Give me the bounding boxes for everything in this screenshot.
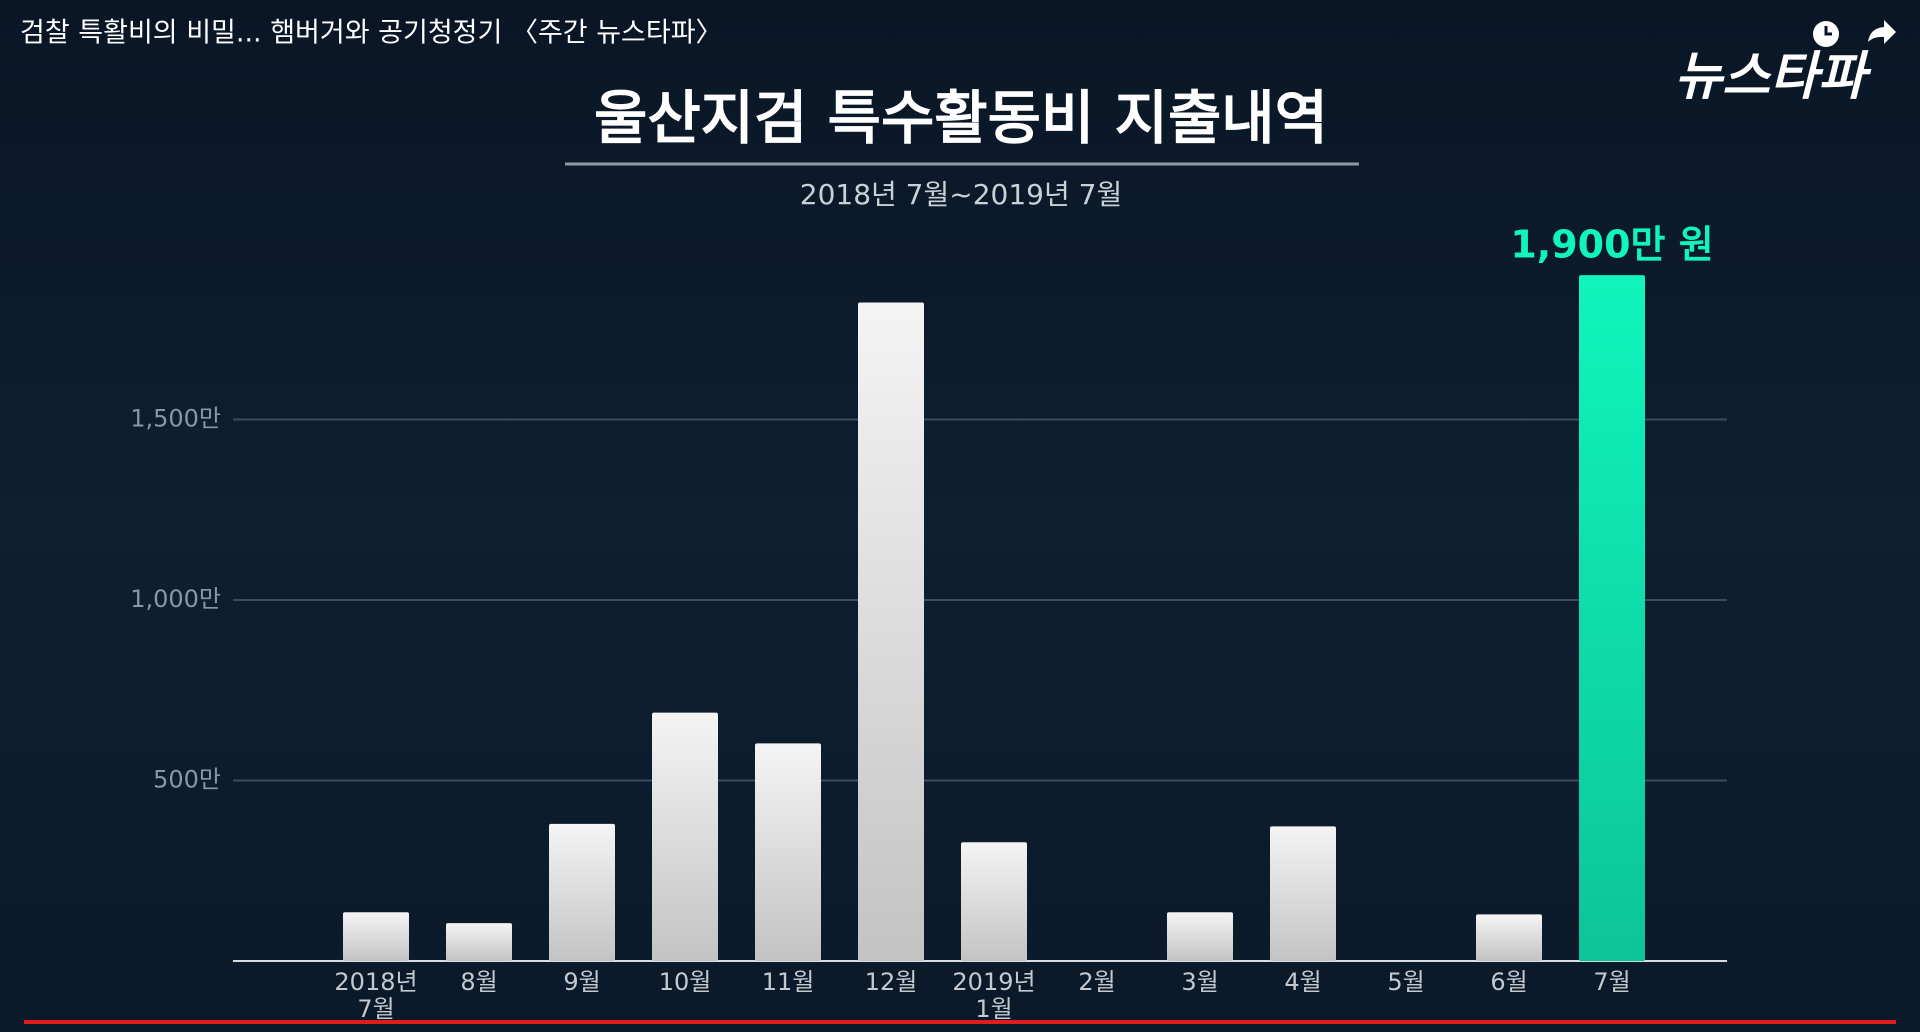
progress-bar[interactable]	[24, 1020, 1896, 1024]
chart-subtitle: 2018년 7월~2019년 7월	[800, 178, 1122, 211]
y-tick-label: 1,000만	[130, 585, 221, 613]
x-tick-label: 9월	[563, 968, 601, 996]
x-tick-label: 2019년 1월	[952, 968, 1036, 1023]
clock-icon[interactable]	[1813, 21, 1839, 47]
bar	[858, 302, 924, 961]
value-label: 1,900만 원	[1510, 223, 1713, 267]
y-tick-label: 1,500만	[130, 405, 221, 433]
y-tick-label: 500만	[153, 766, 221, 794]
bar	[961, 842, 1027, 961]
share-icon[interactable]	[1868, 20, 1896, 44]
x-tick-label: 5월	[1387, 968, 1425, 996]
video-title[interactable]: 검찰 특활비의 비밀... 햄버거와 공기청정기 〈주간 뉴스타파〉	[20, 18, 723, 49]
x-tick-label: 10월	[658, 968, 712, 996]
bar	[343, 912, 409, 961]
bar	[1270, 826, 1336, 961]
x-tick-label: 2018년 7월	[334, 968, 418, 1023]
x-tick-label: 7월	[1593, 968, 1631, 996]
bar	[1476, 914, 1542, 961]
x-tick-label: 6월	[1490, 968, 1528, 996]
x-tick-label: 2월	[1078, 968, 1116, 996]
bar	[1579, 275, 1645, 962]
chart-title: 울산지검 특수활동비 지출내역	[594, 84, 1328, 152]
bar	[755, 743, 821, 961]
x-tick-label: 12월	[864, 968, 918, 996]
bar	[549, 823, 615, 961]
x-tick-label: 8월	[460, 968, 498, 996]
bar	[1167, 912, 1233, 961]
x-tick-label: 11월	[761, 968, 815, 996]
x-tick-label: 4월	[1284, 968, 1322, 996]
x-tick-label: 3월	[1181, 968, 1219, 996]
logo: 뉴스타파	[1674, 47, 1872, 107]
bar	[446, 923, 512, 961]
bar	[652, 712, 718, 961]
